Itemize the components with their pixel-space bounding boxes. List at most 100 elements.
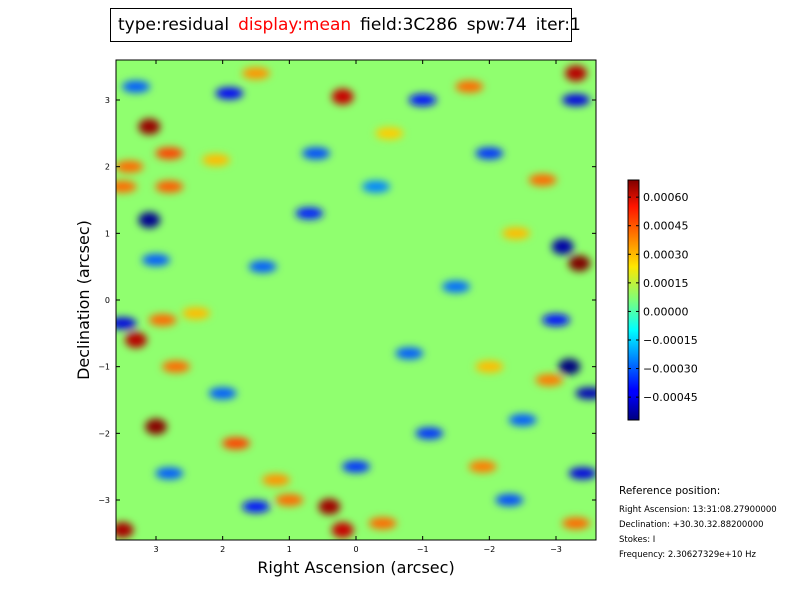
title-display: display:mean <box>238 15 352 35</box>
heatmap-blob <box>568 467 596 480</box>
heatmap-blob <box>116 160 144 173</box>
colorbar-gradient <box>627 179 640 421</box>
x-tick-label: −1 <box>417 545 429 554</box>
heatmap-features <box>116 65 596 538</box>
heatmap-area <box>115 59 597 541</box>
heatmap-blob <box>542 314 570 326</box>
title-type: type:residual <box>118 15 230 35</box>
reference-stokes: Stokes: I <box>619 535 656 545</box>
reference-dec: Declination: +30.30.32.88200000 <box>619 520 764 530</box>
y-tick-label: −3 <box>98 496 110 505</box>
reference-ra: Right Ascension: 13:31:08.27900000 <box>619 505 777 515</box>
heatmap-blob <box>242 500 270 513</box>
heatmap-blob <box>375 127 404 140</box>
heatmap-blob <box>408 94 437 106</box>
heatmap-blob <box>558 358 581 375</box>
colorbar-tick-label: 0.00000 <box>643 305 689 318</box>
heatmap-blob <box>415 427 444 440</box>
heatmap-blob <box>155 180 184 193</box>
colorbar: 0.00060 0.00045 0.00030 0.00015 0.00000 −0.00… <box>627 179 698 421</box>
x-tick-label: −3 <box>550 545 562 554</box>
heatmap-blob <box>116 317 137 330</box>
x-tick-label: 3 <box>153 545 158 554</box>
heatmap-blob <box>562 517 590 530</box>
heatmap-blob <box>142 254 170 266</box>
y-axis-ticks: 3 2 1 0 −1 −2 −3 <box>98 96 596 505</box>
colorbar-tick-label: 0.00015 <box>643 277 689 290</box>
heatmap-blob <box>182 307 210 320</box>
heatmap-blob <box>331 522 354 538</box>
x-tick-label: −2 <box>483 545 495 554</box>
y-tick-label: 1 <box>105 229 110 238</box>
x-axis-label: Right Ascension (arcsec) <box>257 558 454 577</box>
y-tick-label: 3 <box>105 96 110 105</box>
reference-frequency: Frequency: 2.30627329e+10 Hz <box>619 550 756 560</box>
heatmap-blob <box>295 207 324 220</box>
heatmap-blob <box>331 88 354 105</box>
heatmap-blob <box>528 174 557 186</box>
colorbar-tick-label: −0.00030 <box>643 363 698 376</box>
colorbar-tick-label: 0.00060 <box>643 191 689 204</box>
heatmap-blob <box>565 65 587 82</box>
heatmap-blob <box>138 118 161 135</box>
heatmap-blob <box>551 238 574 255</box>
title-iter: iter:1 <box>535 15 581 35</box>
heatmap-blob <box>575 387 596 400</box>
heatmap-blob <box>562 94 590 106</box>
heatmap-blob <box>468 460 497 473</box>
plot-title: type:residual display:mean field:3C286 s… <box>110 8 581 42</box>
heatmap-blob <box>148 314 177 326</box>
heatmap-blob <box>138 212 161 228</box>
heatmap-blob <box>342 460 370 473</box>
y-tick-label: 2 <box>105 163 110 172</box>
heatmap-blob <box>162 360 190 373</box>
heatmap-blob <box>145 418 167 435</box>
colorbar-tick-label: 0.00045 <box>643 220 689 233</box>
x-axis-ticks: 3 2 1 0 −1 −2 −3 <box>153 60 562 554</box>
heatmap-blob <box>302 147 330 160</box>
title-spw: spw:74 <box>466 15 527 35</box>
colorbar-tick-label: 0.00030 <box>643 248 689 261</box>
heatmap-blob <box>495 494 524 506</box>
heatmap-blob <box>242 67 270 80</box>
heatmap-blob <box>208 387 237 400</box>
colorbar-tick-label: −0.00045 <box>643 391 698 404</box>
x-tick-label: 0 <box>353 545 358 554</box>
y-tick-label: 0 <box>105 296 110 305</box>
heatmap-blob <box>535 374 564 386</box>
heatmap-blob <box>442 280 470 293</box>
heatmap-blob <box>116 180 137 193</box>
heatmap-blob <box>202 154 230 166</box>
heatmap-blob <box>155 467 184 480</box>
colorbar-ticks: 0.00060 0.00045 0.00030 0.00015 0.00000 −0.00… <box>628 191 698 404</box>
heatmap-blob <box>368 517 397 530</box>
heatmap-blob <box>568 255 591 272</box>
colorbar-tick-label: −0.00015 <box>643 334 698 347</box>
heatmap-blob <box>215 87 244 100</box>
title-field: field:3C286 <box>360 15 458 35</box>
heatmap-blob <box>475 360 504 373</box>
heatmap-background <box>116 60 596 540</box>
heatmap-blob <box>455 80 484 93</box>
y-axis-label: Declination (arcsec) <box>74 220 93 380</box>
heatmap-blob <box>318 498 341 515</box>
heatmap-blob <box>222 437 250 450</box>
heatmap-blob <box>116 522 134 538</box>
reference-position: Reference position: Right Ascension: 13:… <box>619 485 799 563</box>
heatmap-blob <box>275 494 304 506</box>
x-tick-label: 1 <box>287 545 292 554</box>
heatmap-blob <box>122 80 150 93</box>
x-tick-label: 2 <box>220 545 225 554</box>
heatmap-blob <box>362 180 390 193</box>
heatmap-blob <box>262 474 290 486</box>
heatmap-blob <box>395 347 424 360</box>
heatmap-blob <box>502 227 530 240</box>
y-tick-label: −1 <box>98 363 110 372</box>
heatmap-blob <box>155 147 184 160</box>
heatmap-blob <box>508 414 537 426</box>
y-tick-label: −2 <box>98 429 110 438</box>
reference-title: Reference position: <box>619 485 721 497</box>
heatmap-blob <box>475 147 504 160</box>
heatmap-blob <box>248 260 277 273</box>
